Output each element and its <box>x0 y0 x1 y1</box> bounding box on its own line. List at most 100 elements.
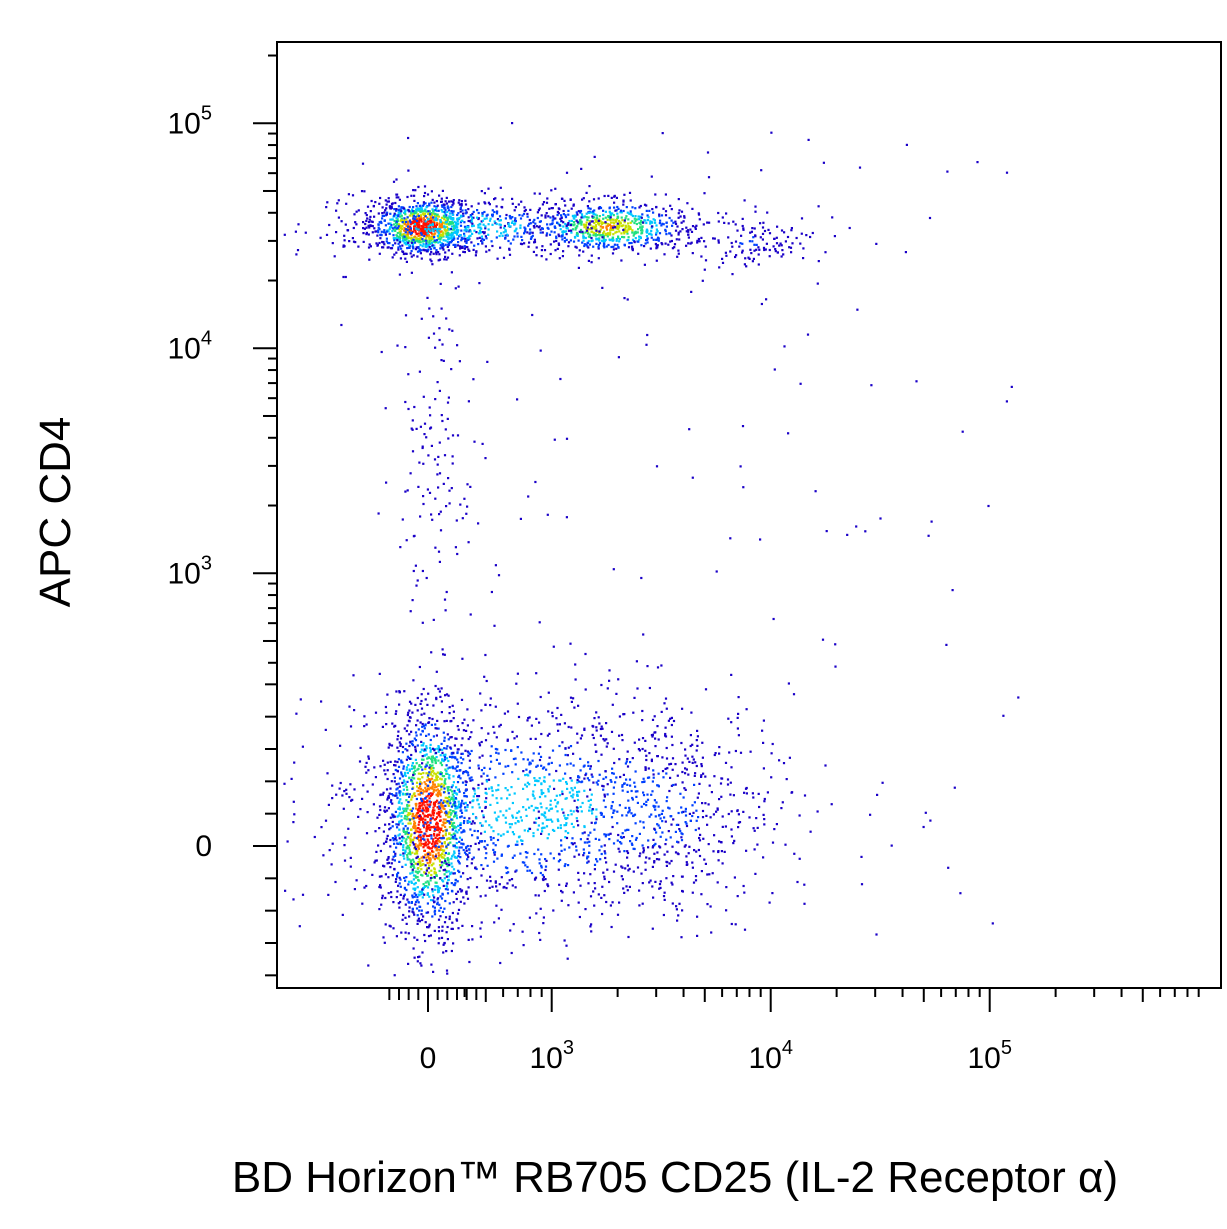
data-point <box>408 906 411 909</box>
data-point <box>665 233 668 236</box>
data-point <box>628 810 631 813</box>
data-point <box>429 248 433 251</box>
data-point <box>463 232 466 235</box>
data-point <box>641 213 644 216</box>
data-point <box>409 221 412 224</box>
data-point <box>579 805 582 808</box>
data-point <box>403 817 406 820</box>
data-point <box>497 833 500 836</box>
data-point <box>406 221 409 225</box>
data-point <box>454 224 458 227</box>
data-point <box>367 224 370 227</box>
data-point <box>424 202 427 205</box>
data-point <box>415 814 418 817</box>
data-point <box>367 233 370 236</box>
data-point <box>412 878 415 881</box>
data-point <box>454 767 457 770</box>
data-point <box>455 792 458 795</box>
data-point <box>707 803 710 806</box>
data-point <box>352 240 356 243</box>
data-point <box>582 239 585 242</box>
data-point <box>371 220 374 223</box>
data-point <box>408 915 411 918</box>
data-point <box>430 850 434 853</box>
data-point <box>386 798 389 801</box>
data-point <box>618 237 621 241</box>
data-point <box>343 234 346 237</box>
data-point <box>396 826 399 829</box>
data-point <box>602 871 605 874</box>
data-point <box>450 837 453 840</box>
data-point <box>394 237 398 240</box>
data-point <box>446 767 449 770</box>
data-point <box>454 245 457 248</box>
data-point <box>445 196 448 199</box>
data-point <box>597 247 600 250</box>
data-point <box>674 222 678 225</box>
data-point <box>638 889 641 892</box>
data-point <box>381 212 384 215</box>
data-point <box>466 236 469 240</box>
data-point <box>422 812 425 815</box>
data-point <box>566 787 569 790</box>
data-point <box>433 749 436 752</box>
data-point <box>443 736 446 739</box>
data-point <box>463 234 466 237</box>
data-point <box>606 235 609 238</box>
data-point <box>516 702 519 705</box>
data-point <box>581 198 584 201</box>
data-point <box>409 808 412 811</box>
data-point <box>786 235 790 239</box>
data-point <box>454 230 457 233</box>
data-point <box>427 792 431 795</box>
data-point <box>398 741 401 744</box>
data-point <box>725 212 728 215</box>
data-point <box>409 861 412 864</box>
data-point <box>431 890 434 893</box>
data-point <box>504 229 507 232</box>
data-point <box>426 828 429 831</box>
data-point <box>394 794 397 797</box>
data-point <box>553 226 556 229</box>
data-point <box>458 203 461 206</box>
data-point <box>577 775 580 778</box>
data-point <box>413 822 417 825</box>
data-point <box>582 848 585 851</box>
data-point <box>435 239 439 242</box>
data-point <box>410 818 413 821</box>
data-point <box>661 243 664 246</box>
data-point <box>458 254 461 257</box>
data-point <box>617 207 620 210</box>
data-point <box>395 935 398 938</box>
data-point <box>403 207 406 210</box>
data-point <box>407 241 410 244</box>
data-point <box>529 737 532 740</box>
data-point <box>426 216 429 219</box>
data-point <box>414 248 417 251</box>
data-point <box>629 225 632 229</box>
data-point <box>397 758 400 761</box>
data-point <box>435 776 438 779</box>
data-point <box>587 834 590 837</box>
data-point <box>598 215 601 218</box>
data-point <box>688 812 691 815</box>
data-point <box>437 926 440 929</box>
data-point <box>448 228 451 231</box>
data-point <box>429 853 432 856</box>
data-point <box>682 220 685 223</box>
data-point <box>606 793 609 796</box>
data-point <box>525 785 528 788</box>
data-point <box>774 250 777 253</box>
data-point <box>650 236 653 239</box>
data-point <box>438 854 441 857</box>
data-point <box>446 938 449 941</box>
data-point <box>292 898 295 901</box>
data-point <box>496 748 499 751</box>
data-point <box>691 891 694 894</box>
data-point <box>481 214 484 217</box>
data-point <box>440 687 443 690</box>
data-point <box>433 888 437 891</box>
data-point <box>401 792 404 795</box>
data-point <box>437 890 440 893</box>
data-point <box>607 243 610 247</box>
